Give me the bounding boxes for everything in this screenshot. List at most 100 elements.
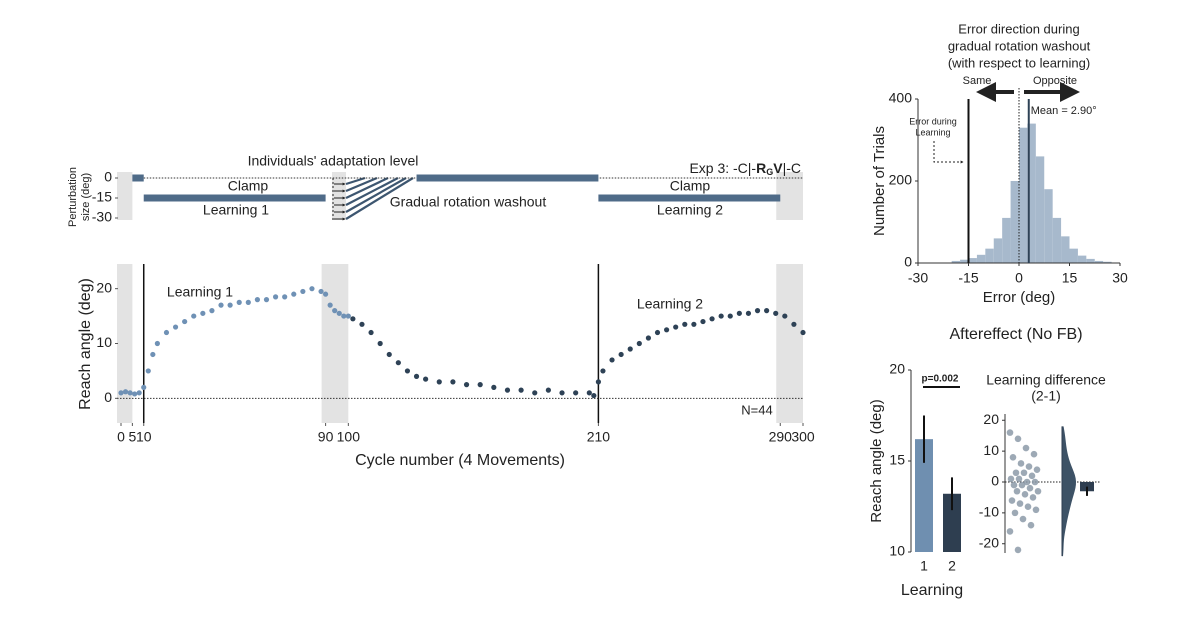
y-axis-label: Reach angle (deg) xyxy=(868,399,885,522)
data-point xyxy=(172,324,179,330)
data-point xyxy=(636,340,642,347)
x-tick-label: 5 xyxy=(128,429,136,445)
data-point xyxy=(1034,487,1042,495)
data-point xyxy=(1017,460,1025,467)
data-point xyxy=(1013,487,1021,495)
series-label: Learning 2 xyxy=(637,296,703,312)
y-axis-label: Perturbation xyxy=(67,167,79,227)
data-point xyxy=(1014,435,1022,443)
data-point xyxy=(595,379,602,385)
data-point xyxy=(1015,475,1023,483)
chart-title: Aftereffect (No FB) xyxy=(949,326,1082,343)
bar xyxy=(915,439,933,552)
data-point xyxy=(754,308,761,314)
x-axis-label: Learning xyxy=(901,582,963,599)
data-point xyxy=(1020,469,1028,477)
chart-title: Error direction during xyxy=(958,21,1079,36)
histogram-bar xyxy=(1002,217,1011,263)
data-point xyxy=(263,297,270,303)
experiment-label-part: G xyxy=(766,167,773,177)
data-point xyxy=(1021,491,1029,498)
data-point xyxy=(332,308,338,314)
data-point xyxy=(1010,481,1018,489)
data-point xyxy=(336,310,342,316)
data-point xyxy=(518,387,524,393)
histogram-bar xyxy=(951,260,961,263)
data-point xyxy=(404,368,411,374)
chart-title: (with respect to learning) xyxy=(948,55,1090,70)
data-point xyxy=(709,316,715,322)
data-point xyxy=(145,368,151,374)
histogram-bar xyxy=(1027,123,1036,263)
y-tick-label: 15 xyxy=(889,452,905,468)
data-point xyxy=(1023,478,1031,486)
y-tick-label: -20 xyxy=(979,534,999,550)
perturbation-segment xyxy=(598,194,781,202)
no-feedback-region xyxy=(321,264,349,423)
histogram-bar xyxy=(1044,189,1053,263)
experiment-label-part: Exp 3: -C|- xyxy=(689,160,756,176)
y-tick-label: -30 xyxy=(92,209,112,225)
data-point xyxy=(573,390,579,396)
data-point xyxy=(141,384,147,390)
x-tick-label: 100 xyxy=(337,429,361,445)
data-point xyxy=(450,379,456,385)
data-point xyxy=(359,321,365,327)
no-feedback-region xyxy=(117,172,133,220)
series-label: Learning 1 xyxy=(167,284,233,300)
annotation: Gradual rotation washout xyxy=(390,194,547,210)
data-point xyxy=(800,329,806,336)
data-point xyxy=(150,351,156,358)
data-point xyxy=(200,310,206,316)
data-point xyxy=(191,313,197,319)
x-tick-label: -15 xyxy=(958,270,978,286)
data-point xyxy=(1016,500,1024,507)
chart-title: gradual rotation washout xyxy=(948,38,1091,53)
learning-error-pointer xyxy=(933,141,964,164)
data-point xyxy=(477,382,483,388)
y-axis-label: Number of Trials xyxy=(871,126,888,236)
histogram-bar xyxy=(968,258,977,263)
data-point xyxy=(386,351,392,358)
y-axis-label: Reach angle (deg) xyxy=(77,278,94,410)
experiment-label-part: |-C xyxy=(783,160,801,176)
data-point xyxy=(1009,454,1017,461)
data-point xyxy=(745,310,752,316)
data-point xyxy=(1007,475,1015,483)
data-point xyxy=(545,387,551,393)
experiment-label: Exp 3: -C|-RGV|-C xyxy=(689,160,801,178)
data-point xyxy=(1024,503,1032,510)
data-point xyxy=(350,316,356,322)
data-point xyxy=(327,302,333,308)
y-tick-label: 0 xyxy=(104,389,112,405)
histogram-bar xyxy=(1094,260,1104,263)
data-point xyxy=(209,308,215,314)
data-point xyxy=(504,387,511,393)
no-feedback-region xyxy=(776,172,803,220)
data-point xyxy=(591,392,597,399)
data-point xyxy=(1025,463,1033,470)
y-tick-label: 20 xyxy=(96,279,112,295)
data-point xyxy=(395,360,401,366)
x-tick-label: 210 xyxy=(587,429,611,445)
y-tick-label: 20 xyxy=(889,361,905,377)
no-feedback-region xyxy=(776,264,803,423)
x-tick-label: 0 xyxy=(1015,270,1023,286)
chart-title: (2-1) xyxy=(1031,388,1061,404)
x-tick-label: 1 xyxy=(920,558,928,574)
data-point xyxy=(227,302,233,308)
data-point xyxy=(127,390,133,396)
histogram-bar xyxy=(1086,258,1095,263)
data-point xyxy=(463,382,470,388)
data-point xyxy=(736,310,742,316)
data-point xyxy=(413,373,420,379)
y-tick-label: 10 xyxy=(96,334,112,350)
x-tick-label: 10 xyxy=(136,429,152,445)
histogram-bar xyxy=(960,259,969,263)
annotation: Learning 1 xyxy=(203,202,269,218)
data-point xyxy=(254,297,260,303)
data-point xyxy=(782,313,788,319)
data-point xyxy=(700,318,706,325)
data-point xyxy=(218,302,224,308)
y-tick-label: 0 xyxy=(991,473,999,489)
